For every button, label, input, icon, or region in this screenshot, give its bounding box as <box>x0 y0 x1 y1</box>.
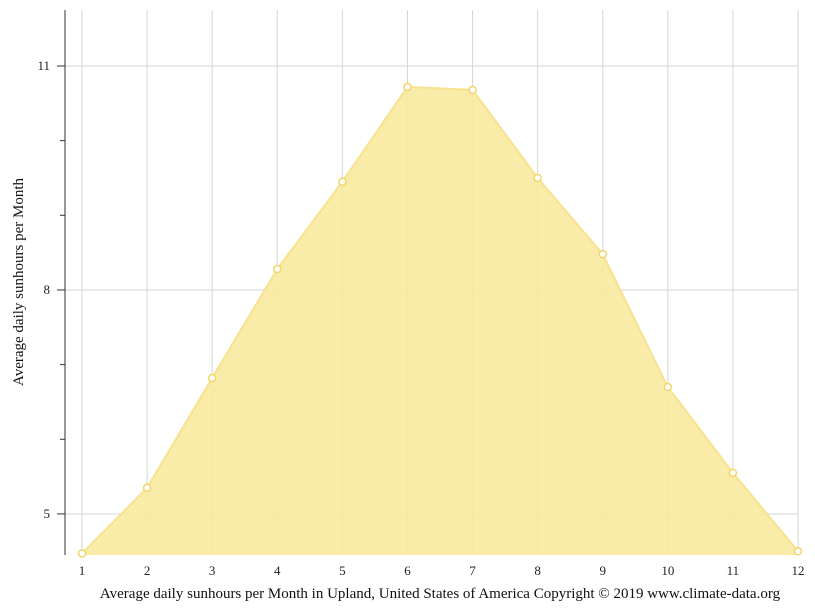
x-tick-label: 2 <box>144 563 151 578</box>
data-point <box>77 549 87 558</box>
x-tick-label: 12 <box>792 563 805 578</box>
data-point <box>793 547 803 556</box>
data-point <box>338 177 347 186</box>
data-point <box>468 85 477 95</box>
y-tick-label: 8 <box>44 282 51 297</box>
x-tick-label: 5 <box>339 563 346 578</box>
chart-caption: Average daily sunhours per Month in Upla… <box>100 586 781 602</box>
x-tick-label: 1 <box>79 563 86 578</box>
data-markers <box>77 82 803 558</box>
x-ticks: 1 2 3 4 5 6 7 8 9 10 11 12 <box>79 563 805 578</box>
data-point <box>663 382 673 392</box>
x-tick-label: 3 <box>209 563 216 578</box>
x-tick-label: 11 <box>727 563 740 578</box>
x-tick-label: 6 <box>404 563 411 578</box>
data-point <box>533 173 542 183</box>
y-axis-title: Average daily sunhours per Month <box>11 178 27 387</box>
y-tick-label: 11 <box>37 58 50 73</box>
area-fill <box>82 86 798 555</box>
data-point <box>403 82 412 92</box>
y-ticks: 5 8 11 <box>37 58 65 521</box>
data-point <box>273 264 282 274</box>
x-tick-label: 9 <box>599 563 606 578</box>
data-point <box>598 249 607 259</box>
x-tick-label: 10 <box>661 563 674 578</box>
data-point <box>207 373 217 383</box>
series-line <box>81 85 799 555</box>
data-point <box>728 468 738 478</box>
data-point <box>142 483 152 493</box>
x-tick-label: 7 <box>469 563 476 578</box>
x-tick-label: 8 <box>534 563 541 578</box>
x-tick-label: 4 <box>274 563 281 578</box>
area-series <box>81 85 799 555</box>
y-tick-label: 5 <box>44 506 51 521</box>
